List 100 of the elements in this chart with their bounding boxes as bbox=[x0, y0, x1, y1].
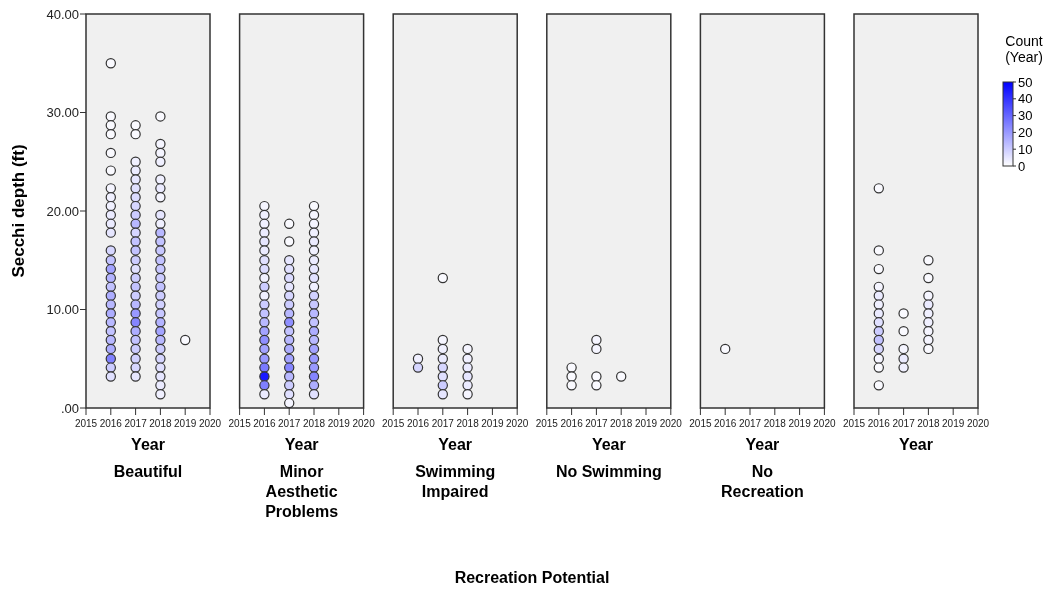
x-axis-title: Year bbox=[745, 436, 780, 453]
point bbox=[105, 245, 116, 256]
point bbox=[437, 380, 448, 391]
color-bar-label: 20 bbox=[1018, 124, 1033, 140]
point bbox=[155, 218, 166, 229]
x-tick-label: 2018 bbox=[917, 418, 940, 429]
point bbox=[284, 371, 295, 382]
point bbox=[437, 371, 448, 382]
point bbox=[130, 227, 141, 238]
point bbox=[308, 299, 320, 310]
point bbox=[130, 200, 141, 212]
point bbox=[105, 218, 116, 229]
x-tick-label: 2020 bbox=[198, 418, 222, 429]
point bbox=[308, 362, 320, 373]
point bbox=[873, 325, 884, 337]
point bbox=[259, 334, 270, 346]
x-tick-label: 2015 bbox=[74, 418, 98, 429]
point bbox=[308, 236, 320, 247]
point bbox=[308, 227, 320, 238]
point bbox=[105, 308, 116, 319]
point bbox=[284, 263, 295, 275]
text: No Swimming bbox=[555, 463, 662, 480]
x-tick-label: 2020 bbox=[506, 418, 529, 429]
point bbox=[130, 174, 141, 185]
point bbox=[308, 371, 320, 382]
x-tick-label: 2019 bbox=[634, 418, 658, 429]
point bbox=[155, 236, 166, 247]
point bbox=[259, 371, 270, 382]
point bbox=[259, 299, 270, 310]
point bbox=[155, 245, 166, 256]
point bbox=[898, 353, 909, 364]
y-tick-label: 20.00 bbox=[46, 203, 79, 219]
point bbox=[873, 380, 884, 391]
point bbox=[308, 245, 320, 256]
point bbox=[105, 281, 116, 293]
text: No Recreation bbox=[721, 463, 804, 500]
point bbox=[873, 183, 884, 194]
point bbox=[898, 308, 909, 319]
point bbox=[873, 343, 884, 355]
point bbox=[259, 290, 270, 301]
point bbox=[259, 236, 270, 247]
point bbox=[284, 353, 295, 364]
point bbox=[591, 343, 602, 355]
point bbox=[308, 200, 320, 212]
point bbox=[130, 362, 141, 373]
point bbox=[308, 290, 320, 301]
x-tick-label: 2018 bbox=[302, 418, 326, 429]
point bbox=[873, 263, 884, 275]
point bbox=[130, 281, 141, 293]
point bbox=[898, 325, 909, 337]
point bbox=[259, 380, 270, 391]
point bbox=[130, 183, 141, 194]
point bbox=[898, 362, 909, 373]
point bbox=[155, 380, 166, 391]
x-tick-label: 2018 bbox=[456, 418, 480, 429]
point bbox=[105, 147, 116, 159]
point bbox=[130, 218, 141, 229]
point bbox=[130, 299, 141, 310]
point bbox=[155, 138, 166, 150]
point bbox=[155, 147, 166, 159]
point bbox=[105, 120, 116, 131]
point bbox=[130, 209, 141, 221]
x-tick-label: 2016 bbox=[867, 418, 891, 429]
point bbox=[308, 317, 320, 328]
point bbox=[130, 334, 141, 346]
point bbox=[130, 165, 141, 176]
point bbox=[873, 308, 884, 319]
point bbox=[155, 308, 166, 319]
point bbox=[105, 255, 116, 266]
x-tick-label: 2016 bbox=[99, 418, 123, 429]
y-tick-label: 10.00 bbox=[46, 302, 79, 317]
x-tick-label: 2018 bbox=[763, 418, 787, 429]
point bbox=[259, 281, 270, 293]
point bbox=[923, 325, 934, 337]
point bbox=[308, 255, 320, 266]
point bbox=[259, 308, 270, 319]
color-bar-label: 40 bbox=[1018, 91, 1033, 107]
point bbox=[155, 371, 166, 382]
point bbox=[155, 325, 166, 337]
point bbox=[308, 209, 320, 221]
point bbox=[308, 325, 320, 337]
point bbox=[259, 272, 270, 284]
y-axis-title: Secchi depth (ft) bbox=[9, 144, 28, 278]
color-bar-title: Count (Year) bbox=[1005, 33, 1043, 65]
x-axis-title: Year bbox=[438, 436, 473, 453]
point bbox=[130, 263, 141, 275]
x-tick-label: 2019 bbox=[942, 418, 965, 429]
x-tick-label: 2020 bbox=[659, 418, 683, 429]
color-bar-label: 0 bbox=[1018, 158, 1026, 174]
point bbox=[308, 218, 320, 229]
x-tick-label: 2016 bbox=[714, 418, 737, 429]
point bbox=[155, 174, 166, 185]
x-tick-label: 2018 bbox=[149, 418, 172, 429]
point bbox=[873, 245, 884, 256]
point bbox=[873, 362, 884, 373]
x-tick-label: 2017 bbox=[278, 418, 301, 429]
color-bar-label: 30 bbox=[1018, 108, 1033, 124]
point bbox=[105, 128, 116, 140]
point bbox=[259, 263, 270, 275]
point bbox=[105, 334, 116, 346]
